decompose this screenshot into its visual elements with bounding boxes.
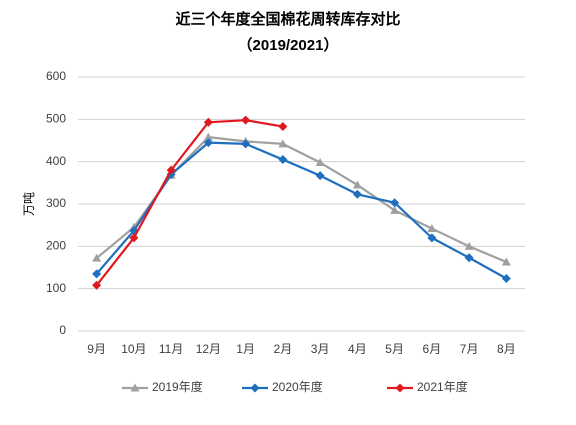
data-point [501,274,511,284]
legend-marker [130,383,140,392]
y-tick-label: 0 [59,323,66,337]
y-tick-label: 400 [46,154,66,168]
x-tick-label: 2月 [274,342,293,356]
data-point [464,253,474,263]
x-tick-label: 1月 [236,342,255,356]
x-tick-label: 8月 [497,342,516,356]
y-tick-label: 300 [46,196,66,210]
data-point [278,155,288,165]
series-line [95,136,507,264]
data-point [390,198,400,208]
legend-marker [395,383,405,393]
data-point [315,171,325,181]
x-tick-label: 10月 [121,342,146,356]
data-point [427,233,437,243]
data-point [203,117,213,127]
x-tick-label: 9月 [87,342,106,356]
data-point [203,138,213,148]
y-tick-label: 100 [46,281,66,295]
data-point [315,158,325,167]
legend-label: 2019年度 [152,379,203,394]
y-tick-label: 600 [46,69,66,83]
legend-label: 2020年度 [272,379,323,394]
data-point [241,115,251,125]
data-point [352,180,362,189]
data-point [241,139,251,149]
x-tick-label: 7月 [460,342,479,356]
series-line [95,119,284,286]
legend-label: 2021年度 [417,379,468,394]
chart-title: 近三个年度全国棉花周转库存对比 [175,10,400,28]
chart-subtitle: （2019/2021） [238,36,339,54]
x-tick-label: 11月 [159,342,183,356]
data-point [92,280,102,290]
data-point [92,253,102,262]
x-tick-label: 4月 [348,342,367,356]
data-point [352,189,362,199]
data-point [203,132,213,141]
data-point [464,241,474,250]
y-axis-label: 万吨 [22,192,36,216]
legend-marker [250,383,260,393]
data-point [427,224,437,233]
x-tick-label: 6月 [423,342,442,356]
data-point [278,139,288,148]
x-tick-label: 3月 [311,342,330,356]
x-tick-label: 5月 [385,342,404,356]
y-tick-label: 200 [46,239,66,253]
series-line [95,141,507,280]
x-tick-label: 12月 [196,342,221,356]
data-point [166,165,176,175]
data-point [92,269,102,279]
data-point [129,233,139,243]
y-tick-label: 500 [46,112,66,126]
data-point [501,257,511,266]
data-point [390,205,400,214]
data-point [278,122,288,132]
